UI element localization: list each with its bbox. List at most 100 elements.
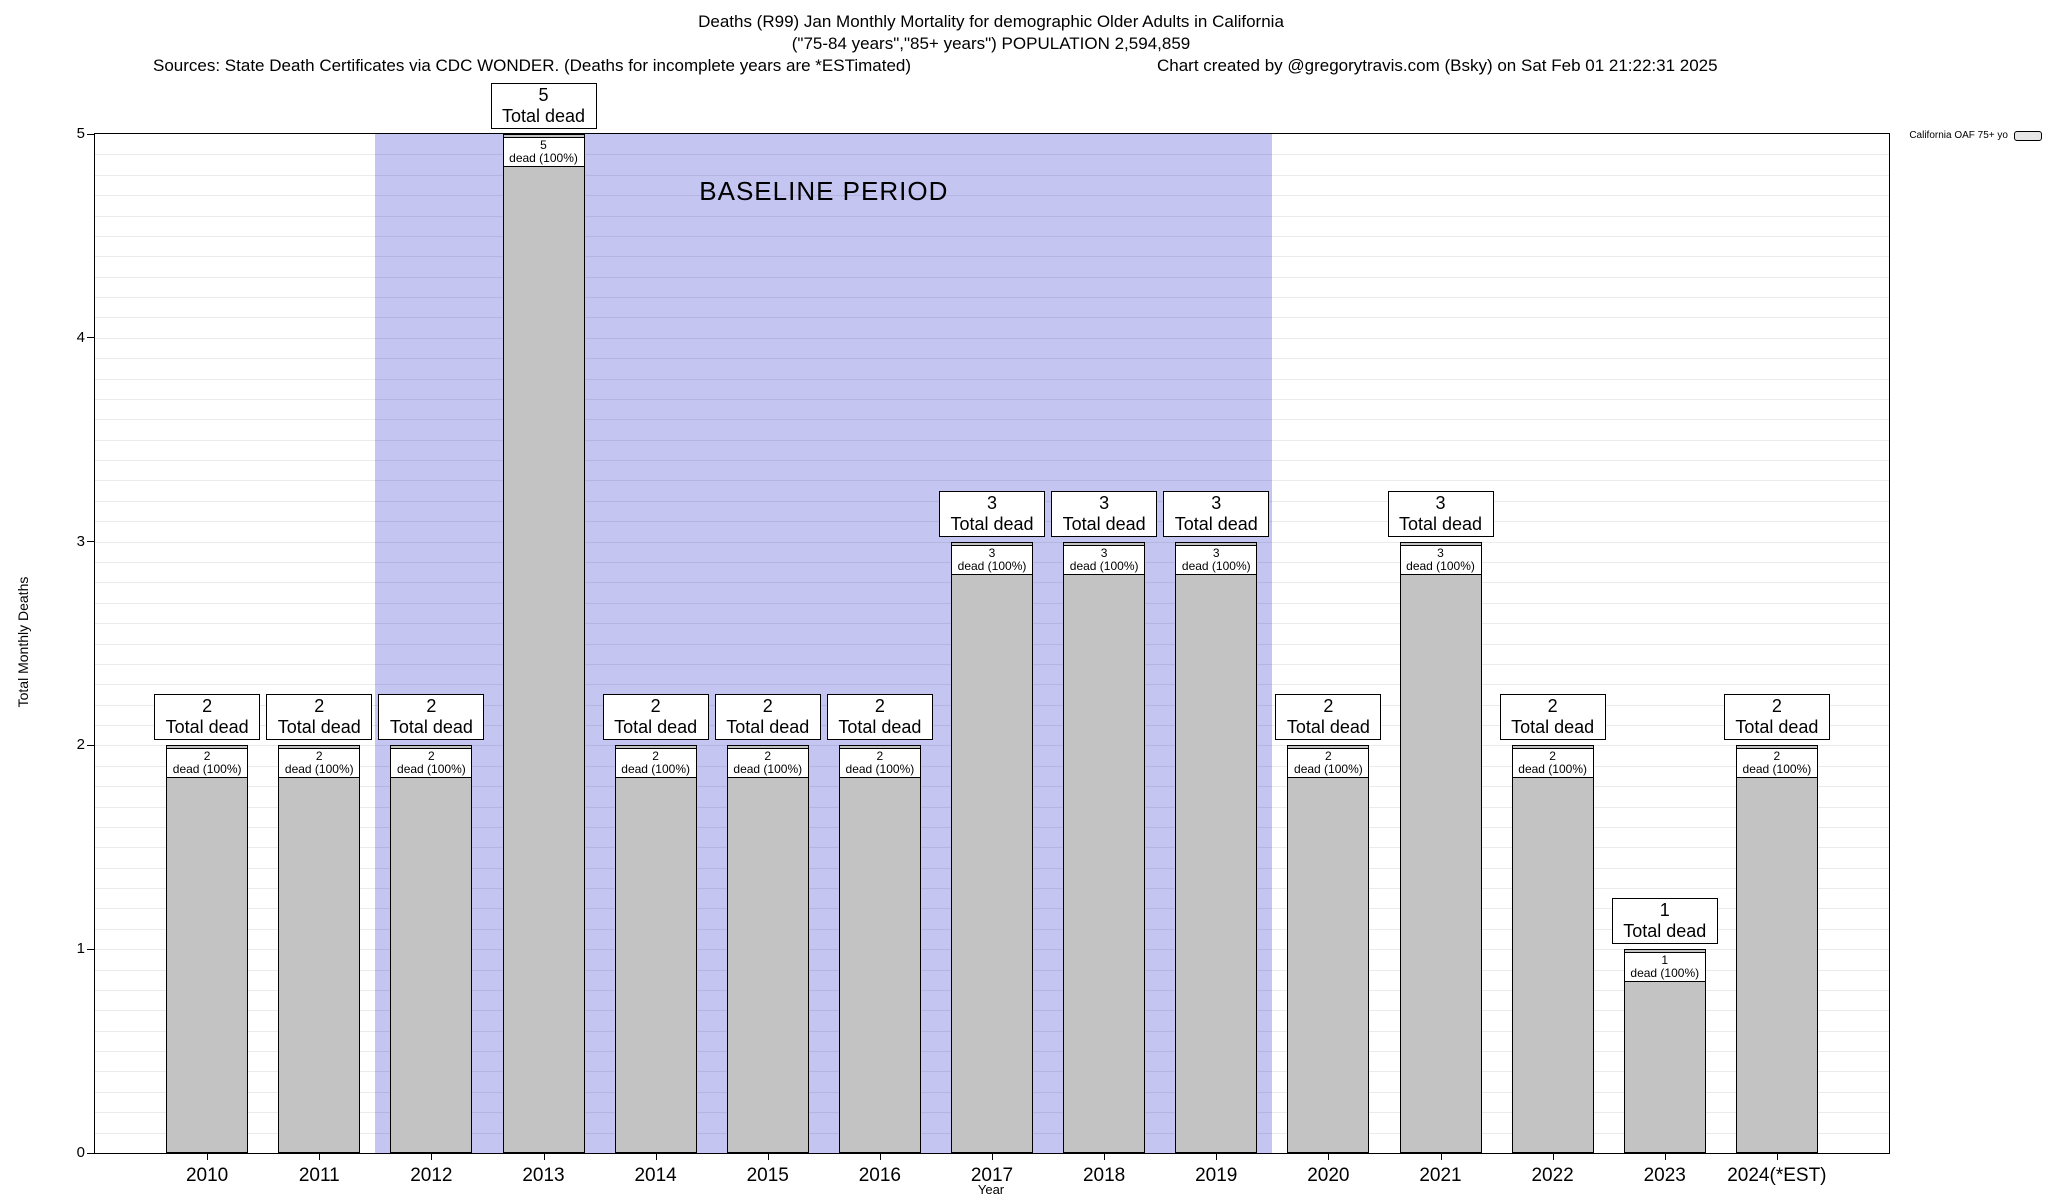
bar-total-label: 2 Total dead — [378, 694, 485, 741]
x-tick-label: 2017 — [970, 1165, 1014, 1186]
y-tick-label: 0 — [76, 1144, 85, 1161]
bar — [614, 745, 697, 1153]
x-tick-label: 2015 — [746, 1165, 789, 1186]
x-tick-mark — [655, 1153, 657, 1160]
gridline — [95, 358, 1889, 360]
legend-label: California OAF 75+ yo — [1909, 130, 2008, 141]
x-tick-label: 2021 — [1419, 1165, 1462, 1186]
x-tick-mark — [1440, 1153, 1442, 1160]
y-tick-mark — [87, 1152, 95, 1154]
gridline — [95, 439, 1889, 441]
bar-total-label: 2 Total dead — [1723, 694, 1830, 741]
x-tick-label: 2010 — [185, 1165, 229, 1186]
x-tick-mark — [879, 1153, 881, 1160]
y-tick-mark — [87, 337, 95, 339]
gridline — [95, 256, 1889, 258]
gridline — [95, 337, 1889, 339]
x-tick-mark — [1552, 1153, 1554, 1160]
bar-total-label: 2 Total dead — [714, 694, 821, 741]
gridline — [95, 154, 1889, 156]
gridline — [95, 460, 1889, 462]
x-tick-mark — [767, 1153, 769, 1160]
bar-total-label: 3 Total dead — [1051, 490, 1158, 537]
bar-inner-label: 2 dead (100%) — [1735, 748, 1818, 779]
x-tick-mark — [1104, 1153, 1106, 1160]
bar-inner-label: 2 dead (100%) — [278, 748, 361, 779]
x-tick-label: 2024(*EST) — [1727, 1165, 1827, 1186]
chart-subtitle: ("75-84 years","85+ years") POPULATION 2… — [791, 34, 1191, 53]
x-axis-title: Year — [977, 1182, 1005, 1197]
bar-inner-label: 2 dead (100%) — [838, 748, 921, 779]
y-tick-label: 1 — [76, 940, 85, 958]
legend-swatch-icon — [2014, 130, 2042, 141]
x-tick-label: 2012 — [410, 1165, 453, 1186]
y-tick-label: 4 — [76, 328, 85, 346]
bar-total-label: 2 Total dead — [602, 694, 709, 741]
sources-note: Sources: State Death Certificates via CD… — [153, 56, 912, 75]
bar — [502, 134, 585, 1153]
bar-inner-label: 2 dead (100%) — [1511, 748, 1594, 779]
x-tick-label: 2013 — [522, 1165, 565, 1186]
gridline — [95, 174, 1889, 176]
y-tick-mark — [87, 134, 95, 135]
bar-total-label: 1 Total dead — [1611, 898, 1718, 945]
bar — [726, 745, 809, 1153]
bar-total-label: 2 Total dead — [826, 694, 933, 741]
bar-total-label: 2 Total dead — [1499, 694, 1606, 741]
gridline — [95, 297, 1889, 299]
y-tick-label: 3 — [76, 532, 85, 550]
baseline-band-label: BASELINE PERIOD — [699, 176, 949, 206]
x-tick-label: 2018 — [1082, 1165, 1126, 1186]
y-tick-mark — [87, 744, 95, 746]
bar-inner-label: 2 dead (100%) — [726, 748, 809, 779]
bar-inner-label: 3 dead (100%) — [1175, 544, 1258, 575]
gridline — [95, 276, 1889, 278]
gridline — [95, 317, 1889, 319]
legend: California OAF 75+ yo — [1909, 130, 2042, 141]
gridline — [95, 480, 1889, 482]
x-tick-mark — [1216, 1153, 1218, 1160]
y-tick-label: 2 — [76, 736, 85, 754]
bar — [390, 745, 473, 1153]
gridline — [95, 398, 1889, 400]
bar-inner-label: 2 dead (100%) — [166, 748, 249, 779]
bar — [1735, 745, 1818, 1153]
plot-area: BASELINE PERIOD 0 1 2 3 4 5 2 dead (100%) 2 Total … — [77, 83, 1890, 1186]
x-tick-mark — [1328, 1153, 1330, 1160]
bar — [1175, 541, 1258, 1153]
gridline — [95, 419, 1889, 421]
bar — [838, 745, 921, 1153]
bar-total-label: 2 Total dead — [266, 694, 373, 741]
y-tick-mark — [87, 541, 95, 543]
gridline — [95, 195, 1889, 197]
bar-inner-label: 5 dead (100%) — [502, 137, 585, 167]
x-tick-mark — [1776, 1153, 1778, 1160]
bar — [166, 745, 249, 1153]
bar-inner-label: 3 dead (100%) — [1063, 544, 1146, 575]
gridline — [95, 378, 1889, 380]
gridline — [95, 235, 1889, 237]
bar — [1511, 745, 1594, 1153]
bar-inner-label: 1 dead (100%) — [1623, 952, 1706, 983]
x-tick-mark — [1664, 1153, 1666, 1160]
bar-inner-label: 2 dead (100%) — [1287, 748, 1370, 779]
y-tick-mark — [87, 948, 95, 950]
x-tick-label: 2019 — [1195, 1165, 1238, 1186]
bar — [1623, 949, 1706, 1153]
x-tick-mark — [992, 1153, 993, 1160]
chart-title: Deaths (R99) Jan Monthly Mortality for d… — [698, 12, 1284, 31]
bar-total-label: 3 Total dead — [1163, 490, 1270, 537]
bar-total-label: 5 Total dead — [490, 83, 597, 129]
bar-total-label: 3 Total dead — [1387, 490, 1494, 537]
y-axis-title: Total Monthly Deaths — [15, 576, 31, 708]
x-tick-label: 2014 — [634, 1165, 677, 1186]
bar-inner-label: 2 dead (100%) — [614, 748, 697, 779]
bar-inner-label: 3 dead (100%) — [951, 544, 1033, 575]
bar — [951, 541, 1033, 1153]
x-tick-mark — [207, 1153, 209, 1160]
y-tick-label: 5 — [76, 125, 85, 142]
bar — [1287, 745, 1370, 1153]
credit-note: Chart created by @gregorytravis.com (Bsk… — [1157, 56, 1718, 75]
x-tick-mark — [543, 1153, 545, 1160]
